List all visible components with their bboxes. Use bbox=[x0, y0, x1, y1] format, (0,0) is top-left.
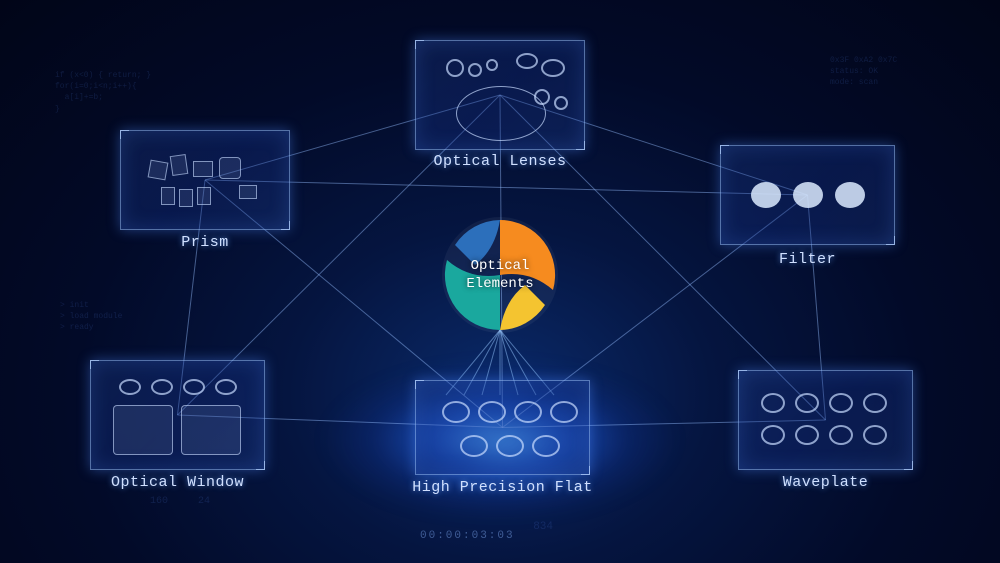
center-logo: Optical Elements bbox=[435, 210, 565, 340]
node-optical-lenses bbox=[415, 40, 585, 150]
bg-num-2: 160 24 bbox=[150, 495, 210, 509]
center-label: Optical Elements bbox=[440, 257, 560, 293]
label-prism: Prism bbox=[105, 234, 305, 251]
center-label-line2: Elements bbox=[466, 276, 533, 292]
waveplate-art bbox=[739, 371, 912, 469]
label-optical-window: Optical Window bbox=[78, 474, 278, 491]
bg-code-3: > init > load module > ready bbox=[60, 300, 122, 334]
center-label-line1: Optical bbox=[471, 258, 530, 274]
node-high-precision-flat bbox=[415, 380, 590, 475]
flat-art bbox=[416, 381, 589, 474]
bg-num-1: 834 bbox=[520, 520, 553, 535]
label-filter: Filter bbox=[708, 251, 908, 268]
label-optical-lenses: Optical Lenses bbox=[400, 153, 600, 170]
filter-art bbox=[721, 146, 894, 244]
bg-code-1: if (x<0) { return; } for(i=0;i<n;i++){ a… bbox=[55, 70, 151, 115]
node-prism bbox=[120, 130, 290, 230]
node-waveplate bbox=[738, 370, 913, 470]
prism-art bbox=[121, 131, 289, 229]
label-high-precision-flat: High Precision Flat bbox=[403, 479, 603, 496]
window-art bbox=[91, 361, 264, 469]
node-filter bbox=[720, 145, 895, 245]
node-optical-window bbox=[90, 360, 265, 470]
label-waveplate: Waveplate bbox=[726, 474, 926, 491]
timecode: 00:00:03:03 bbox=[420, 530, 515, 542]
bg-code-2: 0x3F 0xA2 0x7C status: OK mode: scan bbox=[830, 55, 897, 89]
lenses-art bbox=[416, 41, 584, 149]
